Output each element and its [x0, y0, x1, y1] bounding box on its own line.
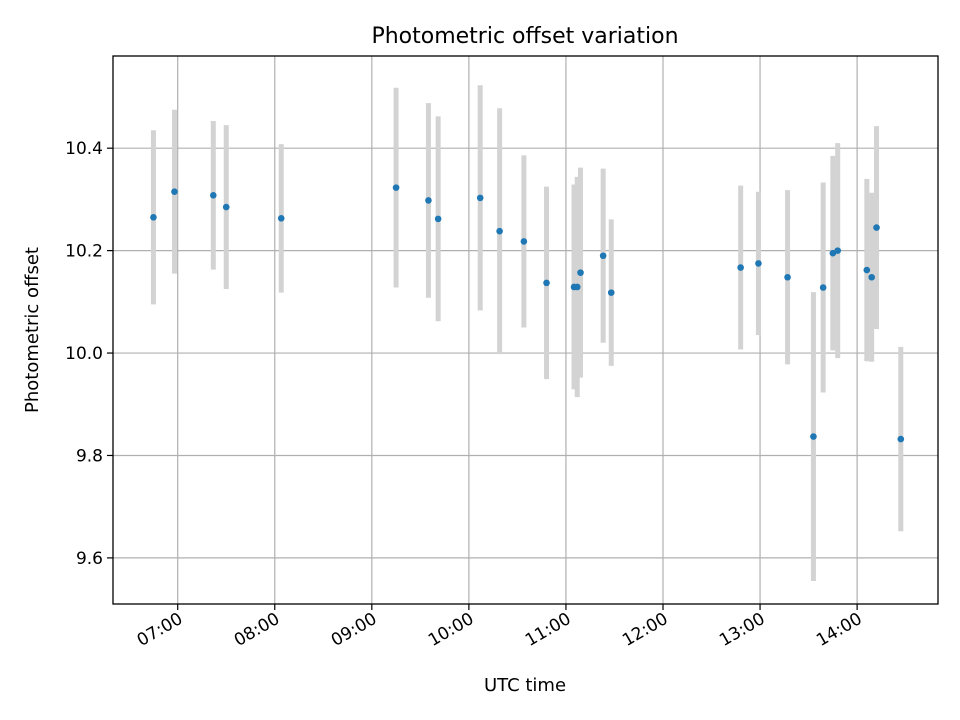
data-point	[577, 269, 584, 276]
y-axis-label: Photometric offset	[22, 247, 43, 413]
data-point	[150, 214, 157, 221]
data-point	[607, 289, 615, 296]
data-point	[737, 264, 744, 271]
data-point	[171, 188, 178, 196]
x-axis-ticks: 07:00 08:00 09:00 10:00 11:00 12:00 13:00 14:00	[134, 604, 866, 651]
error-bars	[150, 85, 904, 581]
x-tick-label: 13:00	[716, 609, 768, 651]
data-points	[150, 184, 905, 443]
x-tick-label: 11:00	[522, 609, 574, 651]
data-point	[543, 279, 550, 287]
data-point	[834, 247, 842, 254]
data-point	[810, 433, 817, 440]
x-tick-label: 08:00	[231, 609, 283, 651]
data-point	[897, 435, 905, 443]
y-tick-label: 10.2	[65, 242, 103, 262]
data-point	[277, 215, 285, 222]
grid	[113, 56, 938, 604]
data-point	[755, 260, 762, 267]
data-point	[425, 197, 432, 204]
y-tick-label: 9.8	[76, 446, 103, 466]
data-point	[573, 283, 581, 291]
data-point	[819, 284, 827, 291]
data-point	[222, 203, 230, 211]
y-tick-label: 10.4	[65, 139, 103, 159]
data-point	[873, 224, 880, 231]
y-axis-ticks: 9.6 9.8 10.0 10.2 10.4	[65, 139, 113, 569]
data-point	[434, 215, 442, 223]
data-point	[496, 227, 503, 235]
data-point	[520, 238, 528, 245]
data-point	[476, 194, 484, 202]
data-point	[209, 192, 217, 199]
x-tick-label: 10:00	[425, 609, 477, 651]
plot-frame	[112, 55, 939, 605]
data-point	[599, 252, 607, 260]
data-point	[392, 184, 400, 191]
data-point	[863, 266, 871, 274]
x-tick-label: 14:00	[813, 609, 865, 651]
x-axis-label: UTC time	[484, 675, 566, 696]
data-point	[784, 273, 791, 281]
x-tick-label: 12:00	[619, 609, 671, 651]
x-tick-label: 07:00	[134, 609, 186, 651]
y-tick-label: 10.0	[65, 344, 103, 364]
x-tick-label: 09:00	[328, 609, 380, 651]
y-tick-label: 9.6	[76, 549, 103, 569]
data-point	[829, 249, 837, 257]
chart-title: Photometric offset variation	[371, 24, 678, 49]
data-point	[868, 273, 875, 281]
